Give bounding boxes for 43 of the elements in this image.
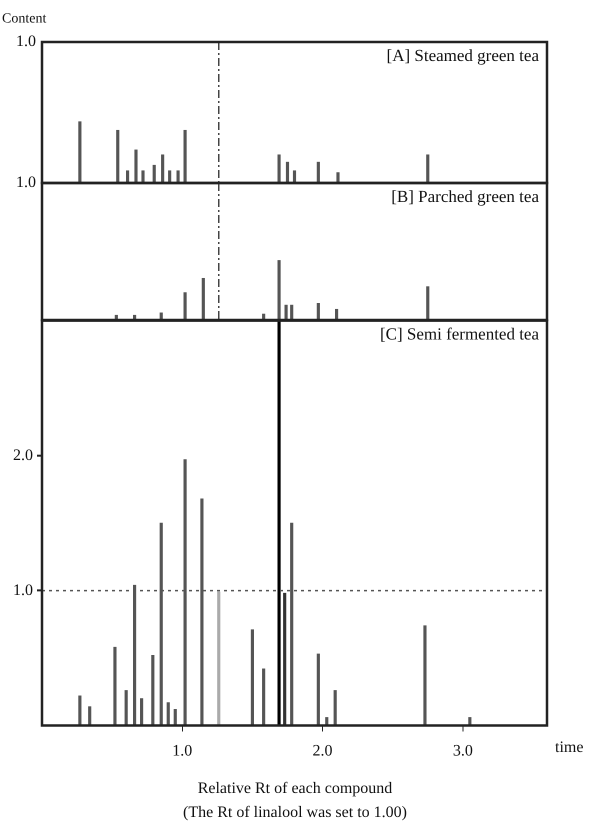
x-tick-label: 3.0	[452, 742, 473, 760]
y-axis-title: Content	[2, 12, 46, 27]
bar	[166, 702, 170, 726]
x-axis-title: time	[555, 738, 584, 756]
bar	[277, 320, 281, 726]
bar	[160, 312, 163, 320]
chart-title: [C] Semi fermented tea	[380, 324, 540, 344]
bar	[262, 668, 266, 726]
bar	[217, 592, 220, 726]
x-tick-label: 2.0	[312, 742, 333, 760]
bar	[78, 696, 82, 726]
bar	[286, 162, 290, 183]
text: (The Rt of linalool was set to 1.00)	[182, 804, 408, 821]
bar	[426, 154, 430, 183]
bar	[140, 698, 144, 726]
bar	[184, 130, 187, 183]
bar	[426, 286, 430, 320]
bar	[277, 154, 281, 183]
bar	[277, 260, 281, 320]
bar	[290, 304, 294, 320]
x-tick-label: 1.0	[172, 742, 192, 760]
chart-title: [B] Parched green tea	[391, 186, 540, 206]
bar	[113, 646, 117, 726]
bar	[283, 592, 286, 726]
text: Relative Rt of each compound	[196, 780, 394, 798]
bar	[124, 690, 128, 726]
bar	[334, 690, 337, 726]
bar	[184, 292, 187, 320]
bar	[174, 709, 177, 726]
bar	[161, 154, 164, 183]
bar	[88, 706, 92, 726]
bar	[325, 717, 328, 726]
bar	[116, 130, 120, 183]
bar	[78, 121, 82, 183]
bar	[316, 162, 320, 183]
bar	[423, 625, 427, 726]
chart-title: [A] Steamed green tea	[386, 46, 540, 65]
bar	[152, 164, 156, 183]
bar	[134, 150, 138, 183]
bar	[316, 654, 320, 726]
bar	[151, 655, 154, 726]
bar	[202, 278, 205, 320]
bar	[250, 629, 254, 726]
